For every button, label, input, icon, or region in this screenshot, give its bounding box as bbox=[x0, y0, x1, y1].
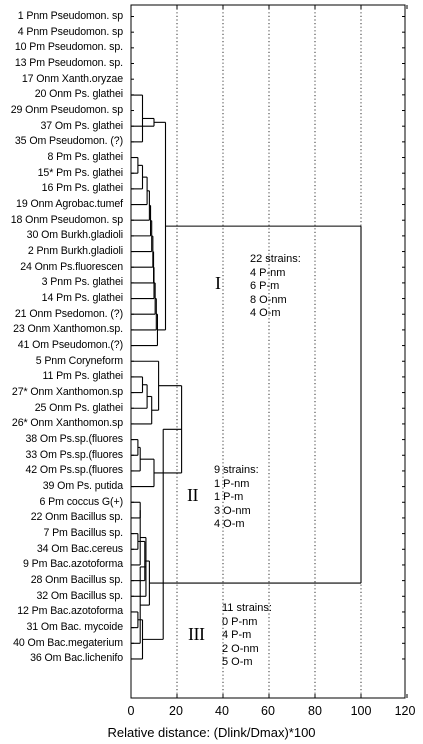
cluster-ii-line: 1 P-nm bbox=[214, 477, 250, 490]
leaf-label: 33 Om Ps.sp.(fluores bbox=[25, 448, 124, 461]
leaf-label: 30 Om Burkh.gladioli bbox=[26, 229, 123, 242]
leaf-label: 3 Pnm Ps. glathei bbox=[41, 276, 123, 289]
leaf-label: 32 Om Bacillus sp. bbox=[36, 589, 123, 602]
cluster-iii-line: 4 P-m bbox=[222, 629, 252, 641]
leaf-label: 22 Onm Bacillus sp. bbox=[30, 511, 123, 524]
cluster-i-count: 22 strains: bbox=[250, 253, 301, 265]
cluster-numeral-ii: II bbox=[187, 485, 199, 505]
leaf-label: 41 Om Pseudomon.(?) bbox=[17, 339, 123, 352]
cluster-iii-stats: 11 strains: 0 P-nm 4 P-m 2 O-nm 5 O-m bbox=[222, 602, 272, 670]
leaf-label: 20 Onm Ps. glathei bbox=[34, 88, 123, 101]
cluster-ii-line: 3 O-nm bbox=[214, 504, 251, 517]
leaf-label: 5 Pnm Coryneform bbox=[35, 354, 123, 367]
leaf-label: 4 Pnm Pseudomon. sp bbox=[17, 25, 123, 38]
leaf-label: 28 Onm Bacillus sp. bbox=[30, 574, 123, 587]
leaf-label: 39 Om Ps. putida bbox=[42, 480, 123, 493]
leaf-label: 37 Om Ps. glathei bbox=[40, 119, 123, 132]
cluster-ii-line: 4 O-m bbox=[214, 518, 245, 530]
leaf-label: 25 Onm Ps. glathei bbox=[34, 401, 123, 414]
plot-frame bbox=[130, 4, 406, 699]
x-tick-label: 60 bbox=[261, 704, 275, 718]
leaf-label: 15* Pm Ps. glathei bbox=[37, 166, 123, 179]
cluster-iii-count: 11 strains: bbox=[222, 602, 272, 614]
x-axis-title: Relative distance: (Dlink/Dmax)*100 bbox=[107, 725, 316, 740]
leaf-label: 36 Om Bac.lichenifo bbox=[30, 652, 123, 665]
leaf-label: 2 Pnm Burkh.gladioli bbox=[27, 245, 123, 258]
leaf-label: 38 Om Ps.sp.(fluores bbox=[25, 433, 124, 446]
leaf-label: 18 Onm Pseudomon. sp bbox=[10, 213, 123, 226]
leaf-label: 24 Onm Ps.fluorescen bbox=[20, 260, 123, 273]
leaf-label: 42 Om Ps.sp.(fluores bbox=[25, 464, 124, 477]
leaf-label: 11 Pm Ps. glathei bbox=[42, 370, 123, 383]
leaf-label: 40 Om Bac.megaterium bbox=[13, 636, 123, 649]
leaf-label: 35 Om Pseudomon. (?) bbox=[14, 135, 123, 148]
leaf-label: 10 Pm Pseudomon. sp. bbox=[14, 41, 123, 54]
cluster-ii-count: 9 strains: bbox=[214, 464, 259, 476]
x-tick-label: 0 bbox=[127, 704, 135, 718]
leaf-label: 6 Pm coccus G(+) bbox=[39, 495, 124, 508]
cluster-numeral-iii: III bbox=[188, 624, 205, 644]
leaf-label: 13 Pm Pseudomon. sp. bbox=[14, 57, 123, 69]
x-tick-label: 100 bbox=[350, 704, 372, 718]
cluster-i-line: 4 P-nm bbox=[250, 266, 286, 279]
leaf-label: 12 Pm Bac.azotoforma bbox=[17, 605, 123, 618]
x-tick-label: 120 bbox=[394, 704, 416, 718]
cluster-i-line: 6 P-m bbox=[250, 280, 280, 292]
leaf-label: 23 Onm Xanthomon.sp. bbox=[13, 323, 123, 336]
cluster-numeral-i: I bbox=[215, 273, 221, 293]
leaf-label: 27* Onm Xanthomon.sp bbox=[11, 386, 123, 399]
leaf-label: 17 Onm Xanth.oryzae bbox=[21, 72, 123, 85]
leaf-label: 29 Onm Pseudomon. sp bbox=[10, 104, 123, 117]
cluster-ii-stats: 9 strains: 1 P-nm 1 P-m 3 O-nm 4 O-m bbox=[214, 464, 259, 532]
cluster-ii-line: 1 P-m bbox=[214, 491, 244, 503]
leaf-label: 14 Pm Ps. glathei bbox=[41, 292, 123, 305]
leaf-label: 1 Pnm Pseudomon. sp bbox=[17, 10, 123, 22]
leaf-label: 31 Om Bac. mycoide bbox=[26, 621, 123, 634]
leaf-label: 21 Onm Psedomon. (?) bbox=[14, 307, 123, 320]
leaf-label: 19 Onm Agrobac.tumef bbox=[16, 198, 123, 211]
cluster-i-line: 4 O-m bbox=[250, 307, 281, 319]
cluster-iii-line: 2 O-nm bbox=[222, 642, 259, 655]
x-tick-label: 20 bbox=[169, 704, 183, 718]
leaf-label: 9 Pm Bac.azotoforma bbox=[23, 558, 123, 571]
leaf-label: 26* Onm Xanthomon.sp bbox=[11, 417, 123, 430]
cluster-iii-line: 0 P-nm bbox=[222, 615, 258, 628]
x-tick-label: 40 bbox=[215, 704, 229, 718]
leaf-label: 16 Pm Ps. glathei bbox=[41, 182, 123, 195]
leaf-label: 34 Om Bac.cereus bbox=[36, 542, 123, 555]
leaf-label: 8 Pm Ps. glathei bbox=[47, 151, 123, 164]
leaf-label: 7 Pm Bacillus sp. bbox=[43, 527, 123, 540]
x-tick-label: 80 bbox=[308, 704, 322, 718]
cluster-iii-line: 5 O-m bbox=[222, 656, 253, 668]
cluster-i-line: 8 O-nm bbox=[250, 293, 287, 306]
cluster-i-stats: 22 strains: 4 P-nm 6 P-m 8 O-nm 4 O-m bbox=[250, 253, 301, 321]
